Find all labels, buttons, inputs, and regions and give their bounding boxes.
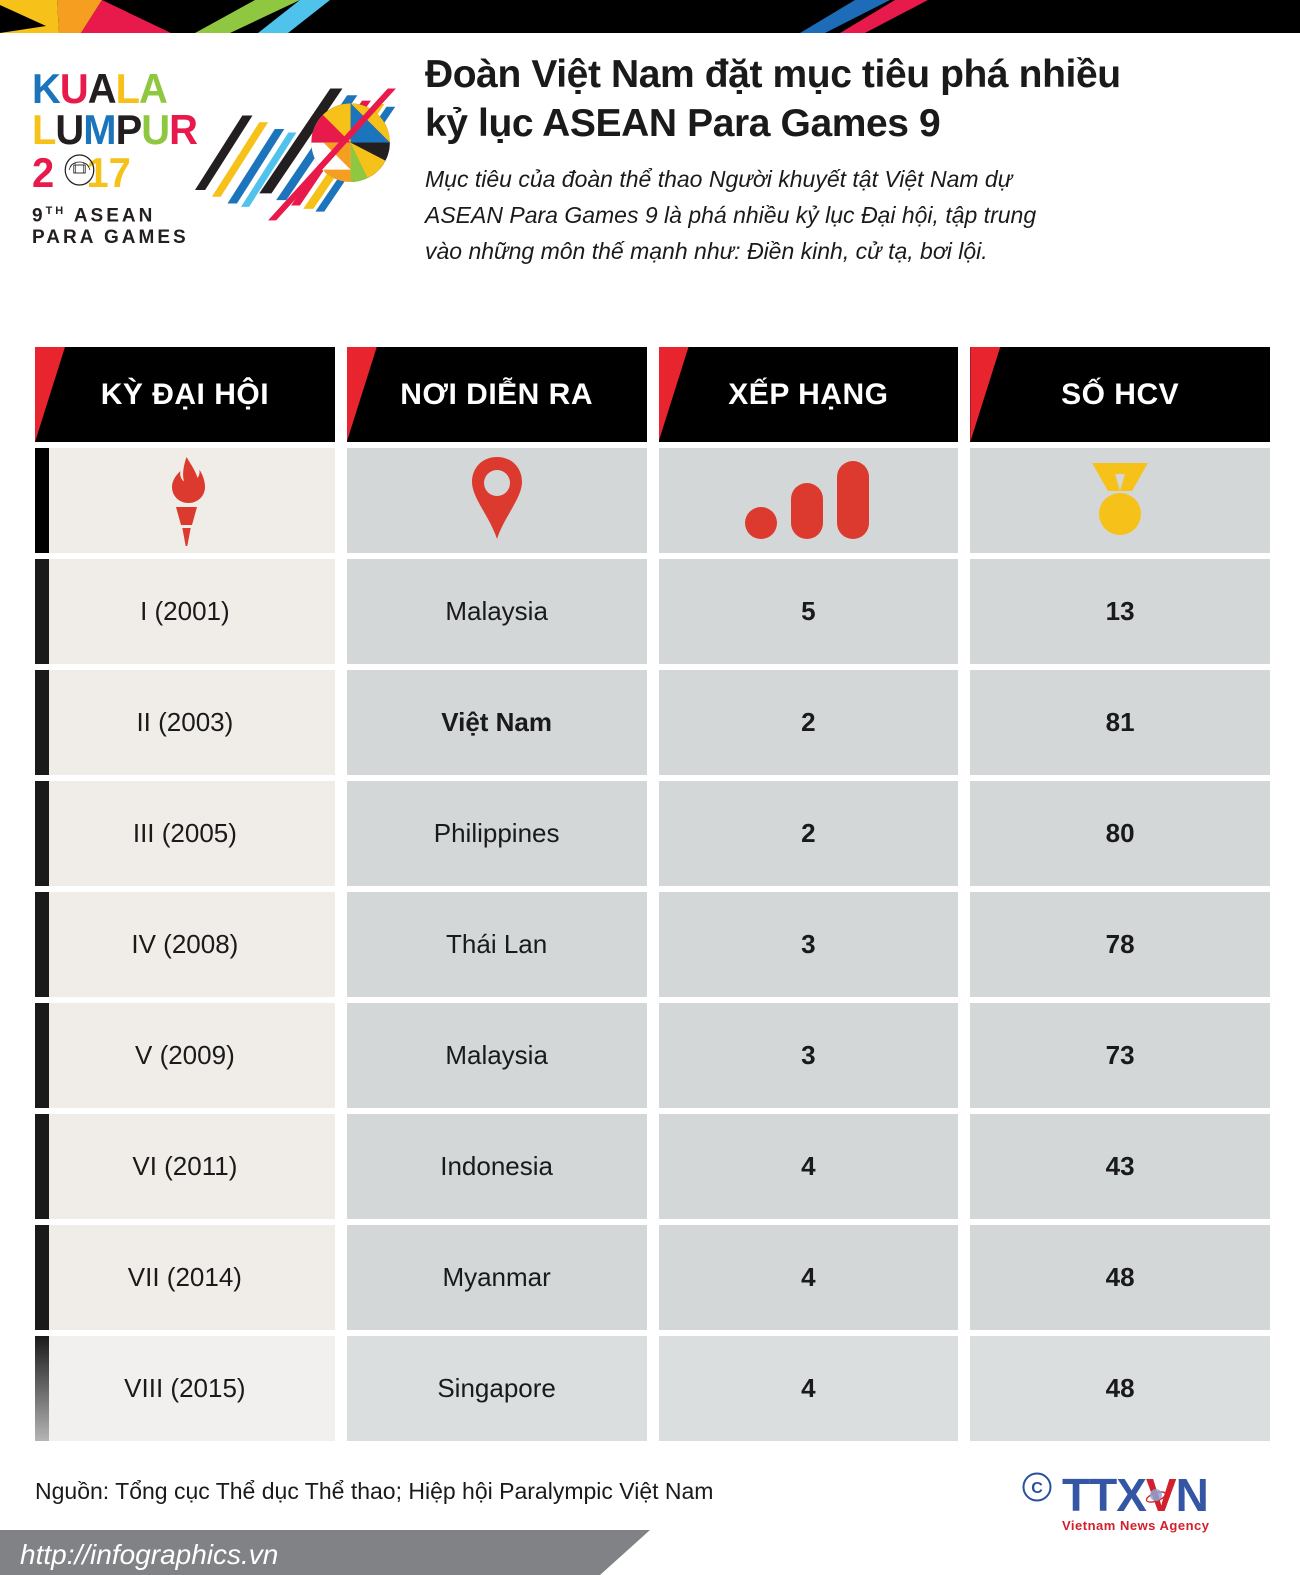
svg-text:C: C [1031,1480,1043,1497]
